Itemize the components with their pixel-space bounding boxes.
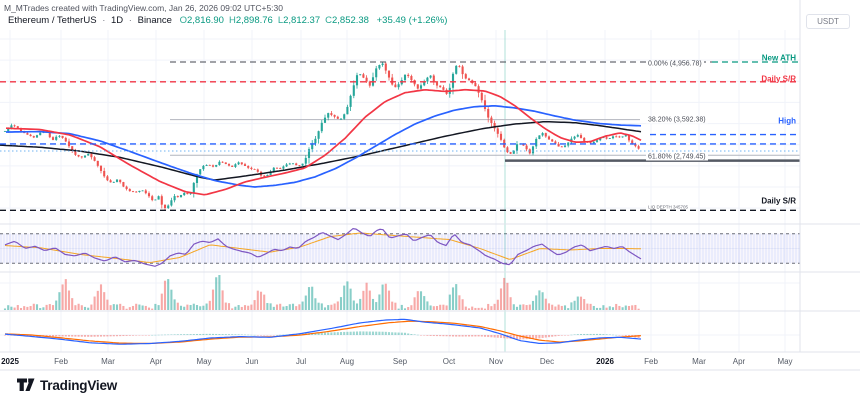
tradingview-logo-icon [17,378,35,391]
ohlc-key: L [277,15,284,26]
symbol-header: Ethereum / TetherUS · 1D · Binance O2,81… [8,15,447,26]
daily-sr-lower-label: Daily S/R [761,196,796,206]
new-ath-label: New ATH [761,53,796,63]
daily-sr-upper-label: Daily S/R [761,74,796,84]
time-axis-label: Jun [245,357,259,366]
ohlc-value: 2,812.37 [283,15,321,26]
ohlc-value: 2,898.76 [235,15,273,26]
ma-blue-line [6,104,642,188]
exchange-label: Binance [137,15,172,26]
time-axis-label: Jul [295,357,307,366]
time-axis-label: May [196,357,212,366]
time-axis-label: Mar [692,357,706,366]
tradingview-logo[interactable]: TradingView [17,377,117,393]
ohlc-key: O [179,15,187,26]
tradingview-logo-text: TradingView [40,377,118,393]
time-axis-label: Feb [54,357,68,366]
time-axis-label: Mar [101,357,115,366]
time-axis-label: 2025 [1,357,19,366]
macd-line [4,318,642,345]
time-axis[interactable]: 2025 Feb Mar Apr May Jun Jul Aug Sep Oct Nov Dec 202… [0,353,860,370]
rsi-line [4,227,642,267]
quote-currency-badge[interactable]: USDT [806,14,850,29]
symbol-name[interactable]: Ethereum / TetherUS [8,15,97,26]
separator-dot: · [128,15,132,26]
fib-level-label: 38.20% (3,592.38) [646,116,708,124]
time-axis-label: Oct [442,357,456,366]
fib-level-label: 61.80% (2,749.45) [646,153,708,161]
time-axis-label: Aug [339,357,355,366]
ma-red-line [5,88,642,196]
ohlc-value: 2,852.38 [331,15,369,26]
time-axis-label: Apr [149,357,163,366]
price-axis[interactable]: 5,500.002,000.0075.0025.002M250.00-250.0… [800,0,860,353]
ohlc-values: O2,816.90 H2,898.76 L2,812.37 C2,852.38 [175,15,369,26]
ohlc-key: C [325,15,332,26]
time-axis-label: 2026 [596,357,614,366]
time-axis-label: Dec [539,357,555,366]
ohlc-value: 2,816.90 [186,15,224,26]
separator-dot: · [102,15,106,26]
macd-signal-line [4,320,642,345]
fib-level-label: LIQ DEPTH 345705 [646,204,691,210]
time-axis-label: Nov [488,357,504,366]
ma-black-line [0,120,642,181]
time-axis-label: Sep [392,357,408,366]
time-axis-label: Feb [644,357,658,366]
time-axis-label: May [777,357,793,366]
change-value: +35.49 (+1.26%) [376,15,448,26]
ohlc-key: H [228,15,236,26]
interval-label[interactable]: 1D [111,15,124,26]
fib-level-label: 0.00% (4,956.78) [646,60,704,68]
chart-credit-text: M_MTrades created with TradingView.com, … [4,3,283,13]
high-label: High [778,116,796,126]
time-axis-label: Apr [732,357,746,366]
